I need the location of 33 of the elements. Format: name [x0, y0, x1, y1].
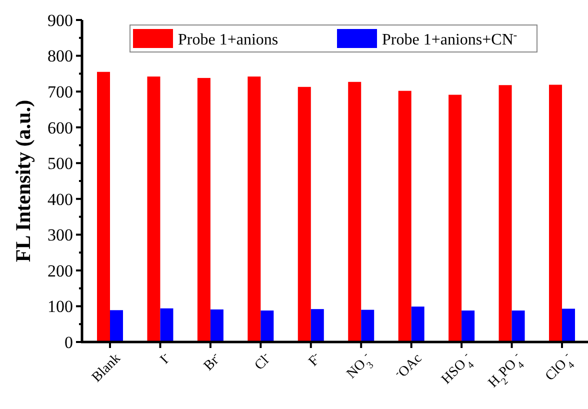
y-tick-label: 800: [48, 46, 73, 66]
bar: [310, 309, 324, 342]
y-tick-label: 200: [48, 261, 73, 280]
y-tick-label: 0: [64, 332, 73, 352]
bar: [512, 310, 525, 342]
bar: [147, 76, 160, 342]
bar: [298, 86, 311, 342]
bar: [562, 308, 575, 342]
y-tick-label: 300: [48, 226, 73, 245]
bar: [411, 306, 424, 342]
bar: [348, 82, 362, 342]
y-tick-label: 500: [48, 154, 73, 174]
y-axis-title: FL Intensity (a.u.): [11, 100, 35, 262]
bar: [448, 94, 462, 342]
bar: [210, 309, 224, 342]
y-tick-label: 700: [48, 82, 73, 102]
bar: [398, 90, 412, 342]
bar: [97, 72, 110, 342]
bar: [260, 310, 274, 342]
bar: [197, 78, 210, 342]
bar: [361, 310, 374, 342]
y-tick-label: 600: [48, 118, 73, 138]
legend-label: Probe 1+anions: [178, 32, 278, 49]
y-tick-label: 900: [48, 10, 73, 30]
bar: [549, 84, 562, 342]
bar: [462, 310, 475, 342]
bar: [498, 85, 512, 342]
bar: [110, 310, 123, 342]
y-tick-label: 100: [48, 297, 73, 316]
bar: [160, 308, 174, 342]
legend-label: Probe 1+anions+CN$^{-}$: [382, 30, 518, 49]
y-tick-label: 400: [48, 190, 73, 209]
bar: [248, 76, 261, 342]
